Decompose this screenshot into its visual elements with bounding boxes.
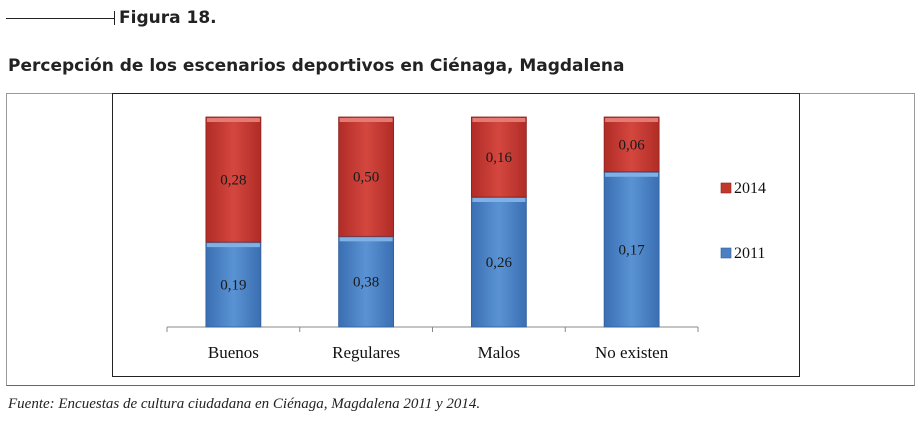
source-note: Fuente: Encuestas de cultura ciudadana e…	[8, 396, 481, 412]
bar-2014-malos	[470, 116, 527, 198]
legend: 2014 2011	[720, 180, 766, 262]
figure-label: Figura 18.	[6, 6, 217, 30]
x-tick-label: No existen	[595, 343, 669, 362]
data-label-2014: 0,50	[353, 170, 379, 186]
bar-2011-no-existen	[603, 171, 660, 328]
bar-2011-buenos	[205, 241, 262, 328]
legend-label-2014: 2014	[734, 180, 766, 197]
data-label-2011: 0,38	[353, 275, 379, 291]
bar-2014-no-existen	[603, 116, 660, 173]
data-label-2011: 0,19	[220, 278, 246, 294]
bar-2014-buenos	[205, 116, 262, 243]
x-tick-label: Malos	[478, 343, 521, 362]
legend-swatch-2011	[720, 247, 732, 259]
data-label-2011: 0,26	[486, 255, 513, 271]
bars: 0,19 0,28 0,38 0,50 0,26 0,16 0,17 0,06	[205, 116, 660, 328]
bar-highlight	[472, 198, 526, 202]
bar-highlight	[206, 243, 260, 248]
bar-2011-regulares	[338, 235, 395, 328]
data-label-2014: 0,28	[220, 173, 246, 189]
bar-highlight	[605, 118, 659, 122]
figure-rule-tick	[114, 11, 115, 25]
figure-rule	[6, 17, 114, 19]
chart-title: Percepción de los escenarios deportivos …	[8, 56, 625, 76]
data-label-2014: 0,16	[486, 150, 513, 166]
x-tick-label: Regulares	[332, 343, 400, 362]
x-axis: Buenos Regulares Malos No existen	[166, 326, 699, 362]
bar-highlight	[339, 237, 393, 242]
bar-highlight	[339, 118, 393, 122]
bar-highlight	[206, 118, 260, 122]
bar-highlight	[605, 172, 659, 177]
bar-highlight	[472, 118, 526, 122]
bar-2014-regulares	[338, 116, 395, 237]
figure-number: Figura 18.	[119, 8, 217, 28]
data-label-2014: 0,06	[619, 137, 646, 153]
x-tick-label: Buenos	[208, 343, 259, 362]
plot-area	[112, 93, 800, 377]
data-label-2011: 0,17	[619, 242, 646, 258]
legend-swatch-2014	[720, 182, 732, 194]
legend-label-2011: 2011	[734, 245, 765, 262]
bar-2011-malos	[470, 196, 527, 328]
